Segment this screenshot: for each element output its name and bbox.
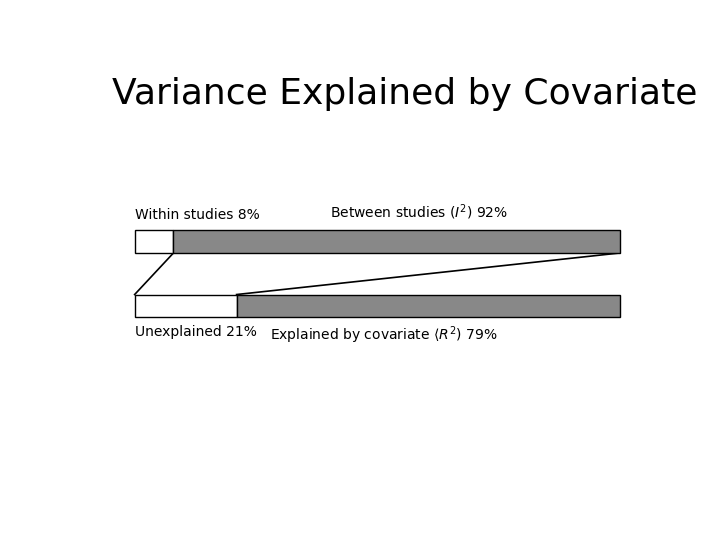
Bar: [237, 294, 620, 318]
Text: Between studies ($I^2$) 92%: Between studies ($I^2$) 92%: [330, 202, 508, 222]
Text: Explained by covariate $\langle R^2$) 79%: Explained by covariate $\langle R^2$) 79…: [270, 325, 498, 347]
Bar: [135, 230, 174, 253]
Text: Variance Explained by Covariate: Variance Explained by Covariate: [112, 77, 698, 111]
Text: Unexplained 21%: Unexplained 21%: [135, 325, 256, 339]
Bar: [135, 294, 237, 318]
Bar: [174, 230, 620, 253]
Text: Within studies 8%: Within studies 8%: [135, 208, 259, 222]
